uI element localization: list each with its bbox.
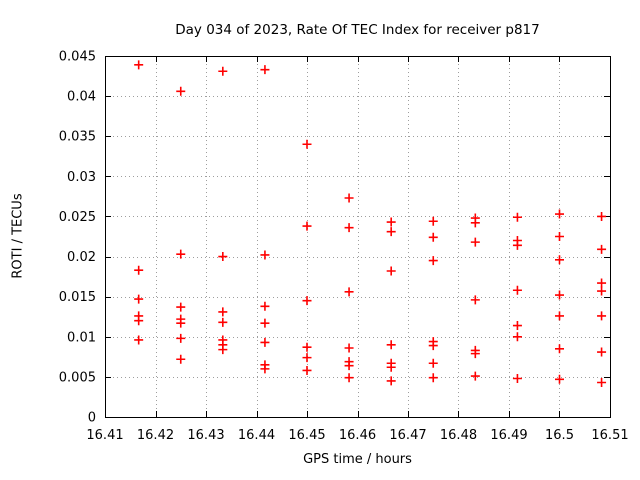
x-tick-label: 16.47 xyxy=(389,428,426,443)
y-tick-label: 0 xyxy=(88,411,96,426)
x-tick-label: 16.44 xyxy=(238,428,275,443)
y-tick-label: 0.005 xyxy=(59,370,96,385)
x-tick-label: 16.46 xyxy=(339,428,376,443)
data-point xyxy=(597,278,607,288)
y-tick-label: 0.015 xyxy=(59,290,96,305)
data-point xyxy=(344,287,354,297)
data-point xyxy=(302,221,312,231)
data-point xyxy=(302,353,312,363)
x-tick-label: 16.42 xyxy=(137,428,174,443)
data-point xyxy=(344,343,354,353)
data-point xyxy=(470,349,480,359)
data-point xyxy=(555,232,564,241)
data-point xyxy=(597,286,607,296)
data-point xyxy=(218,317,228,327)
y-tick-label: 0.04 xyxy=(67,90,96,105)
data-point xyxy=(134,335,144,345)
data-point xyxy=(302,296,312,306)
data-point xyxy=(512,332,522,342)
data-point xyxy=(386,340,396,350)
data-point xyxy=(260,337,270,347)
data-point xyxy=(428,232,438,242)
data-point xyxy=(134,316,144,326)
data-point xyxy=(260,250,270,260)
x-tick-label: 16.45 xyxy=(288,428,325,443)
data-point xyxy=(555,311,564,321)
y-tick-label: 0.025 xyxy=(59,210,96,225)
data-point xyxy=(176,354,186,364)
data-point xyxy=(555,374,564,384)
data-point xyxy=(260,301,270,311)
data-point xyxy=(470,218,480,228)
data-point xyxy=(597,244,607,254)
x-tick-label: 16.49 xyxy=(490,428,527,443)
data-point xyxy=(470,371,480,381)
data-point xyxy=(134,60,144,70)
x-tick-label: 16.51 xyxy=(591,428,628,443)
data-point xyxy=(176,249,186,259)
x-tick-label: 16.48 xyxy=(440,428,477,443)
x-tick-label: 16.43 xyxy=(187,428,224,443)
data-point xyxy=(176,302,186,312)
data-point xyxy=(260,318,270,328)
data-point xyxy=(512,373,522,383)
data-point xyxy=(386,217,396,227)
x-tick-label: 16.41 xyxy=(86,428,123,443)
data-point xyxy=(428,341,438,351)
data-point xyxy=(134,265,144,275)
data-point xyxy=(260,364,270,374)
data-point xyxy=(386,227,396,237)
data-point xyxy=(302,139,312,149)
x-tick-label: 16.5 xyxy=(545,428,574,443)
data-point xyxy=(555,255,564,265)
data-point xyxy=(302,365,312,375)
data-point xyxy=(428,216,438,226)
data-point xyxy=(512,285,522,295)
data-point xyxy=(597,311,607,321)
y-tick-label: 0.03 xyxy=(67,170,96,185)
data-point xyxy=(470,237,480,247)
data-point xyxy=(512,212,522,222)
data-point xyxy=(428,256,438,266)
data-point xyxy=(344,193,354,203)
data-point xyxy=(555,209,564,219)
data-point xyxy=(176,86,186,96)
y-tick-label: 0.045 xyxy=(59,50,96,65)
data-point xyxy=(218,252,228,262)
data-point xyxy=(134,294,144,304)
data-point xyxy=(218,307,228,317)
data-point xyxy=(555,344,564,354)
data-point xyxy=(512,321,522,331)
data-point xyxy=(344,223,354,233)
data-point xyxy=(344,361,354,371)
data-point xyxy=(597,211,607,221)
chart-title: Day 034 of 2023, Rate Of TEC Index for r… xyxy=(175,22,540,38)
data-point xyxy=(597,347,607,357)
data-point xyxy=(260,65,270,75)
x-axis-label: GPS time / hours xyxy=(303,452,412,467)
data-point xyxy=(470,295,480,305)
data-point xyxy=(218,345,228,355)
data-point xyxy=(386,376,396,386)
data-point xyxy=(176,333,186,343)
data-point xyxy=(218,66,228,76)
data-point xyxy=(428,358,438,368)
y-tick-label: 0.035 xyxy=(59,130,96,145)
y-tick-label: 0.02 xyxy=(67,250,96,265)
data-point xyxy=(386,266,396,276)
data-point xyxy=(428,373,438,383)
data-point xyxy=(344,373,354,383)
y-tick-label: 0.01 xyxy=(67,330,96,345)
data-point xyxy=(386,362,396,372)
data-point xyxy=(302,342,312,352)
data-point xyxy=(512,240,522,250)
data-point xyxy=(176,318,186,328)
data-point xyxy=(597,378,607,388)
data-point xyxy=(555,290,564,300)
